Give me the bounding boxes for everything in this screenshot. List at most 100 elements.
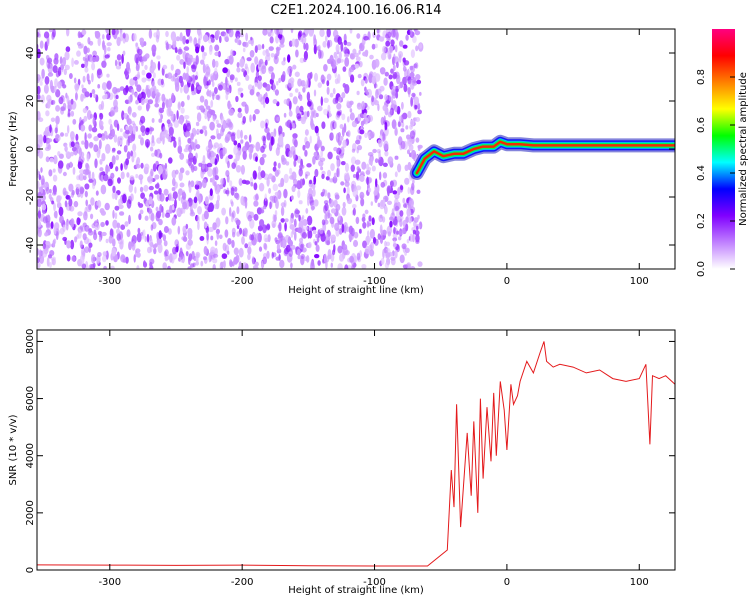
snr-y-tick-label: 6000 xyxy=(25,386,36,411)
noise-blob xyxy=(387,200,392,205)
noise-blob xyxy=(48,169,53,177)
noise-blob xyxy=(97,133,103,139)
noise-blob xyxy=(248,134,252,143)
noise-blob xyxy=(151,61,157,71)
noise-blob xyxy=(265,83,271,92)
noise-blob xyxy=(197,206,202,215)
noise-blob xyxy=(233,247,239,256)
noise-blob xyxy=(135,248,141,254)
noise-blob xyxy=(138,134,142,139)
noise-blob xyxy=(293,218,297,228)
noise-blob xyxy=(375,43,378,49)
noise-blob xyxy=(389,220,393,228)
snr-y-tick-label: 0 xyxy=(25,567,36,573)
noise-blob xyxy=(257,75,262,82)
noise-blob xyxy=(157,243,163,254)
noise-blob xyxy=(116,150,122,155)
noise-blob xyxy=(55,115,60,125)
noise-blob xyxy=(283,99,288,105)
noise-blob xyxy=(330,163,335,172)
noise-blob xyxy=(372,236,377,244)
noise-blob xyxy=(313,44,317,55)
noise-blob xyxy=(344,57,350,67)
noise-blob xyxy=(390,68,394,74)
noise-blob xyxy=(222,242,227,252)
noise-blob xyxy=(183,61,186,69)
noise-blob xyxy=(301,232,307,239)
noise-blob xyxy=(143,261,148,268)
noise-blob xyxy=(359,129,365,135)
noise-blob xyxy=(47,132,51,137)
noise-blob xyxy=(162,64,168,70)
noise-blob xyxy=(136,265,140,269)
noise-blob xyxy=(414,117,421,122)
noise-blob xyxy=(302,144,306,151)
noise-blob xyxy=(399,210,404,217)
noise-blob xyxy=(120,224,126,230)
noise-blob xyxy=(330,61,334,67)
noise-blob xyxy=(199,95,205,103)
noise-blob xyxy=(174,47,178,54)
noise-blob xyxy=(267,234,271,243)
noise-blob xyxy=(246,57,252,62)
noise-blob xyxy=(186,66,189,74)
noise-blob xyxy=(276,29,279,36)
noise-blob xyxy=(278,254,281,261)
noise-blob xyxy=(159,193,165,202)
noise-blob xyxy=(303,226,309,231)
noise-blob xyxy=(408,200,414,205)
noise-blob xyxy=(355,139,361,145)
noise-blob xyxy=(262,135,266,146)
noise-blob xyxy=(247,214,253,222)
noise-blob xyxy=(105,238,109,244)
noise-blob xyxy=(224,136,230,144)
noise-blob xyxy=(394,127,398,136)
noise-blob xyxy=(387,231,391,237)
noise-blob xyxy=(364,248,370,253)
noise-blob xyxy=(215,94,220,100)
noise-blob xyxy=(290,212,294,219)
noise-blob xyxy=(417,109,422,115)
noise-blob xyxy=(402,44,408,49)
noise-blob xyxy=(290,262,293,269)
noise-blob xyxy=(397,85,401,90)
noise-blob xyxy=(389,180,394,188)
noise-blob xyxy=(360,171,365,176)
noise-blob xyxy=(125,158,129,166)
noise-blob xyxy=(259,58,264,65)
noise-blob xyxy=(135,42,138,47)
noise-blob xyxy=(265,96,270,105)
noise-blob xyxy=(323,200,329,205)
noise-blob xyxy=(200,260,204,267)
noise-blob xyxy=(361,161,367,170)
noise-blob xyxy=(37,74,41,81)
noise-blob xyxy=(240,92,244,98)
noise-blob xyxy=(199,129,204,135)
noise-blob xyxy=(358,60,363,68)
noise-blob xyxy=(125,85,129,93)
noise-blob xyxy=(147,175,153,184)
noise-blob xyxy=(379,85,385,92)
noise-blob xyxy=(91,89,96,95)
noise-blob xyxy=(187,137,192,144)
noise-blob xyxy=(86,73,90,82)
noise-blob xyxy=(255,193,259,201)
noise-blob xyxy=(188,35,193,42)
noise-blob xyxy=(294,71,300,78)
noise-blob xyxy=(164,249,169,257)
noise-blob xyxy=(52,174,58,182)
noise-blob xyxy=(99,167,104,172)
noise-blob xyxy=(327,169,331,177)
noise-blob xyxy=(304,129,309,136)
noise-blob xyxy=(327,151,333,160)
noise-blob xyxy=(320,149,324,158)
noise-blob xyxy=(237,107,242,113)
noise-blob xyxy=(107,178,113,187)
noise-blob xyxy=(114,108,119,113)
noise-blob xyxy=(66,29,70,37)
noise-blob xyxy=(313,199,319,207)
noise-blob xyxy=(150,224,154,231)
noise-blob xyxy=(298,214,301,222)
noise-blob xyxy=(343,53,350,58)
